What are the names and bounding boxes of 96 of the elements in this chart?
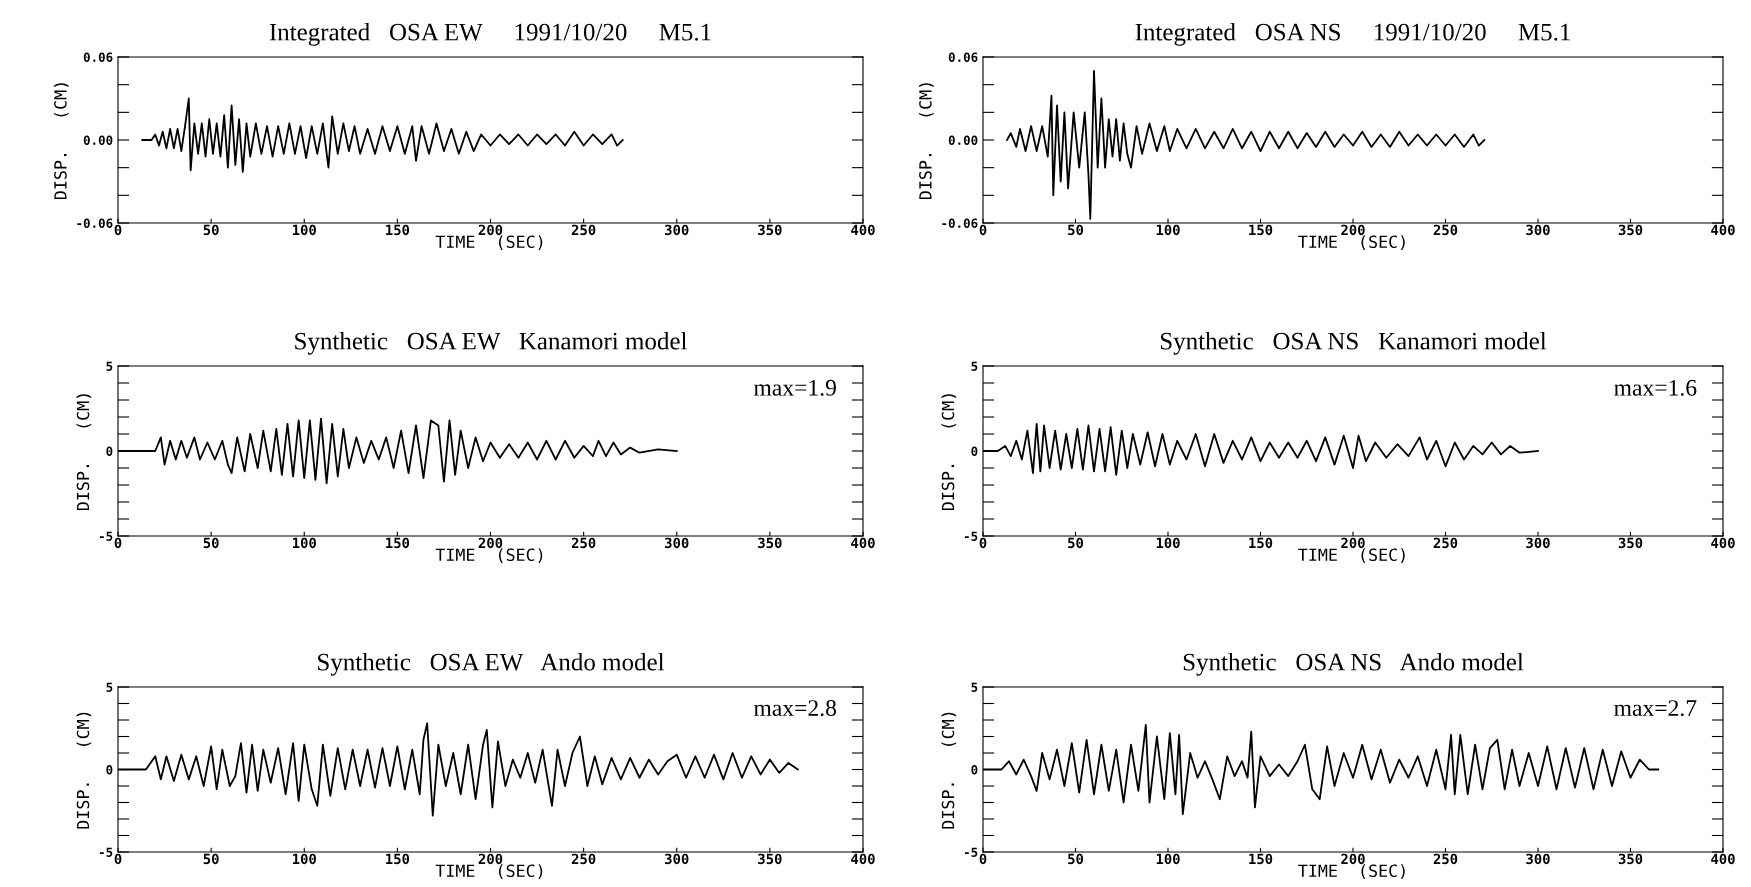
x-tick-label: 200: [1341, 537, 1365, 549]
x-tick-label: 250: [571, 853, 596, 865]
x-tick-label: 150: [1249, 853, 1273, 865]
x-tick-label: 100: [1156, 224, 1180, 236]
y-tick-label: 0: [106, 446, 113, 456]
x-tick-label: 150: [1249, 537, 1273, 549]
x-axis-title: TIME (SEC): [1298, 864, 1405, 879]
x-axis-title: TIME (SEC): [1298, 548, 1405, 563]
annotation: max=2.7: [1614, 700, 1697, 717]
x-tick-label: 400: [1711, 224, 1735, 236]
x-tick-label: 350: [758, 224, 782, 236]
x-tick-label: 200: [478, 537, 503, 549]
annotation: max=2.8: [753, 700, 837, 717]
x-tick-label: 400: [851, 853, 875, 865]
x-tick-label: 0: [114, 537, 122, 549]
y-tick-label: 5: [106, 361, 113, 371]
y-tick-label: -5: [99, 531, 113, 541]
line-series: [141, 97, 624, 173]
x-axis-title: TIME (SEC): [1298, 235, 1405, 250]
x-tick-label: 300: [1526, 853, 1550, 865]
annotation: max=1.6: [1614, 379, 1697, 396]
x-tick-label: 150: [1249, 224, 1273, 236]
x-tick-label: 400: [1711, 853, 1735, 865]
x-tick-label: 0: [979, 537, 987, 549]
y-tick-label: 5: [106, 682, 113, 692]
y-tick-label: 0: [971, 446, 978, 456]
x-tick-label: 350: [758, 853, 782, 865]
y-tick-label: 0.00: [83, 135, 113, 145]
x-tick-label: 300: [665, 224, 689, 236]
x-tick-label: 50: [203, 853, 219, 865]
x-tick-label: 100: [292, 537, 316, 549]
x-tick-label: 50: [1068, 224, 1084, 236]
x-tick-label: 100: [1156, 853, 1180, 865]
chart-title: Synthetic OSA EW Kanamori model: [295, 331, 687, 355]
x-tick-label: 0: [114, 853, 122, 865]
x-tick-label: 250: [1433, 224, 1458, 236]
x-tick-label: 100: [1156, 537, 1180, 549]
x-tick-label: 300: [1526, 224, 1550, 236]
y-tick-label: 0: [971, 764, 978, 775]
x-tick-label: 250: [571, 224, 596, 236]
x-tick-label: 200: [1341, 853, 1365, 865]
y-tick-label: 0: [106, 764, 113, 775]
line-series: [1006, 69, 1486, 220]
x-axis-title: TIME (SEC): [435, 864, 543, 879]
x-tick-label: 400: [1711, 537, 1735, 549]
y-axis-title: DISP. (CM): [941, 394, 957, 511]
y-axis-title: DISP. (CM): [76, 712, 92, 829]
chart-title: Synthetic OSA EW Ando model: [318, 652, 665, 676]
x-tick-label: 400: [851, 224, 875, 236]
x-tick-label: 150: [386, 537, 410, 549]
chart-title: Synthetic OSA NS Kanamori model: [1160, 331, 1547, 355]
x-tick-label: 250: [1433, 853, 1458, 865]
x-tick-label: 200: [478, 853, 503, 865]
x-tick-label: 0: [979, 853, 987, 865]
chart-title: Synthetic OSA NS Ando model: [1183, 652, 1524, 676]
annotation: max=1.9: [753, 379, 836, 396]
chart-title: Integrated OSA NS 1991/10/20 M5.1: [1135, 22, 1570, 46]
x-tick-label: 350: [1618, 224, 1643, 236]
y-tick-label: 0.06: [948, 52, 978, 62]
x-tick-label: 350: [1618, 853, 1643, 865]
x-tick-label: 400: [851, 537, 875, 549]
y-axis-title: DISP. (CM): [918, 83, 934, 200]
y-tick-label: -5: [99, 847, 113, 857]
x-axis-title: TIME (SEC): [435, 235, 543, 250]
y-tick-label: -0.06: [77, 218, 113, 228]
x-tick-label: 50: [203, 224, 219, 236]
y-tick-label: -5: [964, 847, 978, 857]
y-tick-label: 0.06: [83, 52, 113, 62]
x-tick-label: 300: [665, 853, 689, 865]
y-axis-title: DISP. (CM): [53, 83, 69, 200]
x-tick-label: 100: [292, 224, 316, 236]
x-tick-label: 200: [478, 224, 503, 236]
x-tick-label: 50: [1068, 853, 1084, 865]
y-tick-label: 5: [971, 682, 978, 692]
x-axis-title: TIME (SEC): [435, 548, 543, 563]
x-tick-label: 100: [292, 853, 316, 865]
x-tick-label: 150: [386, 853, 410, 865]
y-axis-title: DISP. (CM): [76, 394, 92, 511]
y-tick-label: 0.00: [948, 135, 978, 145]
x-tick-label: 350: [758, 537, 782, 549]
x-tick-label: 250: [571, 537, 596, 549]
x-tick-label: 50: [203, 537, 219, 549]
chart-title: Integrated OSA EW 1991/10/20 M5.1: [269, 22, 711, 46]
y-tick-label: -0.06: [942, 218, 978, 228]
x-tick-label: 300: [665, 537, 689, 549]
y-tick-label: -5: [964, 531, 978, 541]
x-tick-label: 0: [979, 224, 987, 236]
x-tick-label: 200: [1341, 224, 1365, 236]
x-tick-label: 0: [114, 224, 122, 236]
x-tick-label: 250: [1433, 537, 1458, 549]
y-tick-label: 5: [971, 361, 978, 371]
x-tick-label: 50: [1068, 537, 1084, 549]
x-tick-label: 300: [1526, 537, 1550, 549]
x-tick-label: 150: [386, 224, 410, 236]
x-tick-label: 350: [1618, 537, 1643, 549]
y-axis-title: DISP. (CM): [941, 712, 957, 829]
